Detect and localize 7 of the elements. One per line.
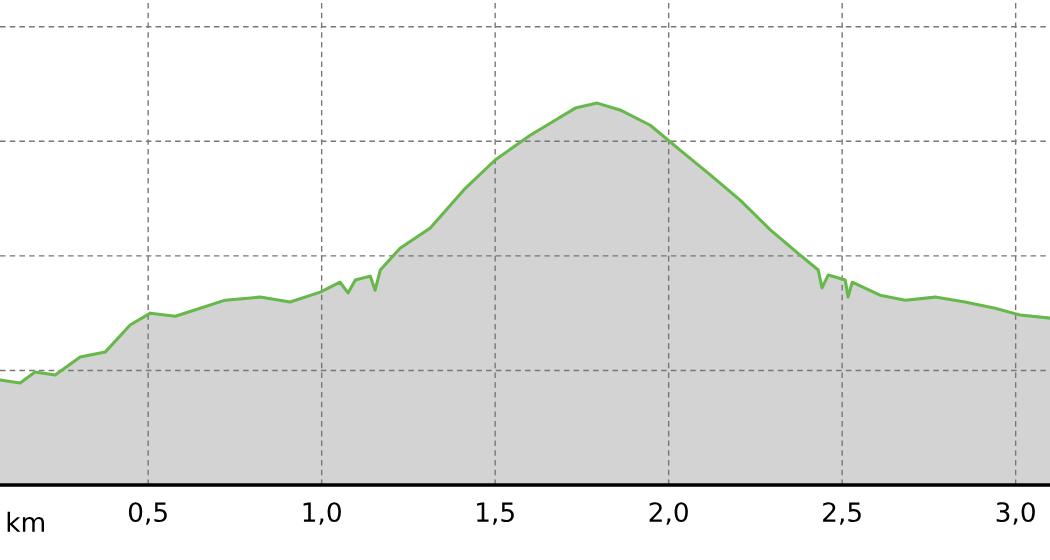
x-tick-label: 2,5 xyxy=(823,502,861,525)
x-tick-label: 2,0 xyxy=(649,502,688,525)
x-tick-label: 1,0 xyxy=(303,502,341,525)
x-tick-label: 1,5 xyxy=(477,502,514,525)
x-tick-label: 3,0 xyxy=(996,502,1035,525)
x-axis-title: km xyxy=(7,511,44,532)
x-tick-label: 0,5 xyxy=(128,502,167,525)
